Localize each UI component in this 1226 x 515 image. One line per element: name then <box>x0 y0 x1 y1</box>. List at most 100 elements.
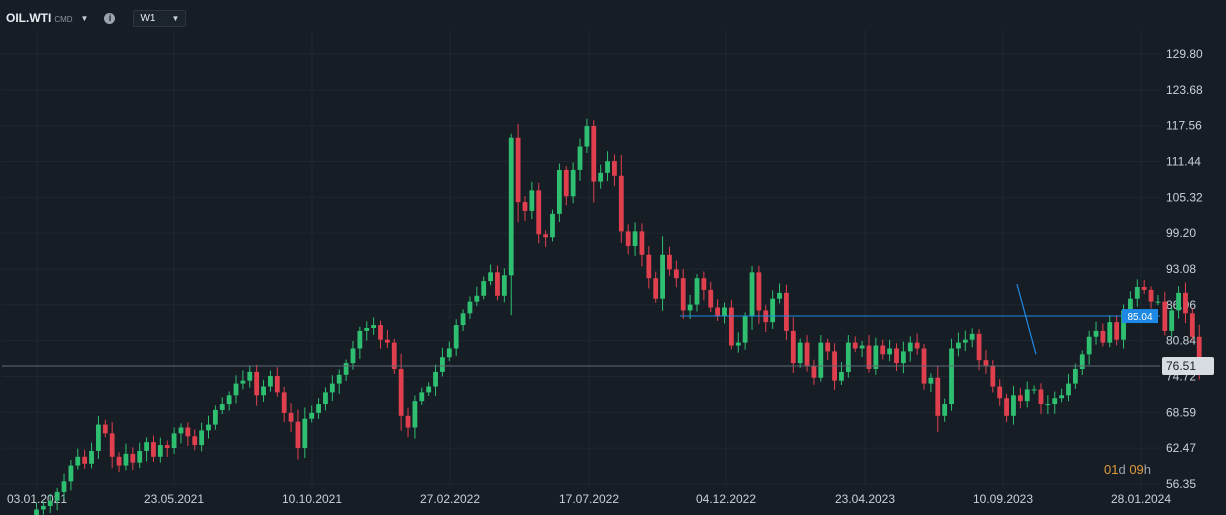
candle <box>151 435 156 462</box>
candle-body <box>288 412 294 422</box>
candle-body <box>240 380 246 384</box>
symbol-selector[interactable]: OIL.WTI <box>6 11 52 25</box>
info-icon[interactable]: i <box>104 12 116 24</box>
candle-body <box>1045 404 1051 406</box>
candle-body <box>157 445 163 457</box>
candle-body <box>460 313 466 326</box>
candle-body <box>839 371 844 381</box>
candle-body <box>722 307 727 317</box>
candle-body <box>433 371 438 387</box>
candle-body <box>54 491 60 501</box>
candle-body <box>116 456 122 466</box>
candle-body <box>983 360 989 367</box>
candle-body <box>570 169 576 197</box>
candle <box>612 154 617 187</box>
candle <box>880 339 886 360</box>
symbol-type-label: CMD <box>54 15 73 24</box>
candle <box>343 359 349 381</box>
candle-body <box>1093 330 1099 337</box>
candle-body <box>790 330 796 364</box>
candle-body <box>618 175 624 232</box>
candle-body <box>997 386 1003 399</box>
candle-body <box>1183 292 1188 314</box>
countdown-hours-unit: h <box>1143 462 1152 477</box>
candle <box>1176 286 1181 319</box>
candle-body <box>673 269 679 279</box>
candle-body <box>880 345 886 355</box>
candle-body <box>398 368 404 416</box>
candle <box>329 375 335 402</box>
candle-body <box>1189 313 1195 337</box>
candle <box>1004 393 1009 423</box>
candle <box>522 196 528 221</box>
candle <box>646 246 652 289</box>
candle <box>316 398 321 419</box>
candle-body <box>274 375 280 393</box>
candle-body <box>1024 389 1030 402</box>
candle-body <box>309 412 315 419</box>
candle-body <box>1134 287 1140 299</box>
candle-body <box>735 342 741 346</box>
candle-body <box>336 374 342 384</box>
timeframe-selector[interactable]: W1 ▼ <box>133 9 187 27</box>
candle <box>1066 373 1071 402</box>
candle-body <box>866 345 872 369</box>
candle <box>440 347 445 377</box>
candle-body <box>171 433 177 448</box>
countdown-days-unit: d <box>1118 462 1126 477</box>
candle-body <box>261 386 266 396</box>
candle <box>426 382 432 397</box>
candle <box>667 246 672 276</box>
candle <box>969 328 975 348</box>
candle-body <box>845 342 851 372</box>
candle-body <box>1004 398 1009 416</box>
candle-body <box>316 404 321 413</box>
candle-body <box>219 404 225 410</box>
candle-body <box>536 190 542 235</box>
candle-body <box>96 424 101 451</box>
candle <box>219 397 225 415</box>
candle <box>536 182 542 244</box>
candle-body <box>1196 336 1202 366</box>
candle-body <box>784 292 789 331</box>
candle-body <box>777 292 782 299</box>
symbol-dropdown-icon[interactable]: ▼ <box>80 13 89 23</box>
horizontal-line-label: 85.04 <box>1127 312 1152 323</box>
y-tick-label: 111.44 <box>1166 154 1201 168</box>
chart-toolbar: OIL.WTI CMD ▼ i W1 ▼ <box>6 8 187 28</box>
candle-body <box>440 357 445 372</box>
candle-body <box>852 342 858 349</box>
candle-body <box>419 392 425 402</box>
candle <box>96 415 101 459</box>
candle-body <box>694 278 700 305</box>
candle-body <box>680 278 686 311</box>
candle <box>1045 395 1051 415</box>
candle <box>639 223 645 267</box>
candle-body <box>82 456 88 464</box>
candle-body <box>818 342 824 378</box>
candle <box>997 379 1003 406</box>
candle-body <box>969 333 975 340</box>
candle-body <box>556 169 562 214</box>
candle <box>412 395 418 439</box>
candle <box>68 460 74 491</box>
candle-body <box>1114 322 1120 340</box>
candle-body <box>928 377 934 384</box>
candle <box>123 443 129 471</box>
candle <box>212 405 218 430</box>
candle <box>1038 383 1044 415</box>
candle-body <box>935 377 941 416</box>
candle <box>116 452 122 473</box>
candle-body <box>164 445 170 448</box>
candle-body <box>357 330 363 349</box>
candle-body <box>639 231 645 255</box>
candle <box>777 283 782 304</box>
candle-body <box>825 342 831 352</box>
candle <box>1059 388 1065 403</box>
candle-body <box>412 401 418 428</box>
candle <box>859 341 865 358</box>
candle <box>254 364 260 406</box>
candle-body <box>384 339 390 343</box>
candle <box>584 118 590 154</box>
